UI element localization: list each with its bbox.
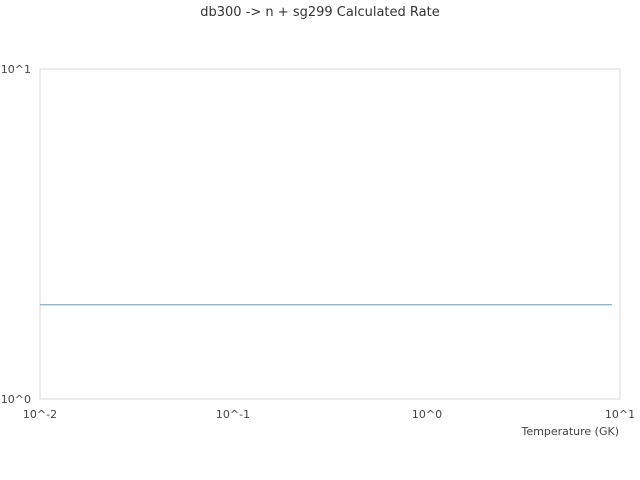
y-tick-label: 10^0	[1, 393, 31, 406]
x-tick-label: 10^0	[412, 408, 442, 421]
x-tick-label: 10^1	[605, 408, 635, 421]
chart-title: db300 -> n + sg299 Calculated Rate	[200, 5, 439, 20]
x-tick-label: 10^-1	[216, 408, 250, 421]
x-tick-label: 10^-2	[23, 408, 57, 421]
plot-area	[39, 68, 621, 400]
x-axis-label: Temperature (GK)	[521, 425, 620, 438]
y-tick-label: 10^1	[1, 63, 31, 76]
